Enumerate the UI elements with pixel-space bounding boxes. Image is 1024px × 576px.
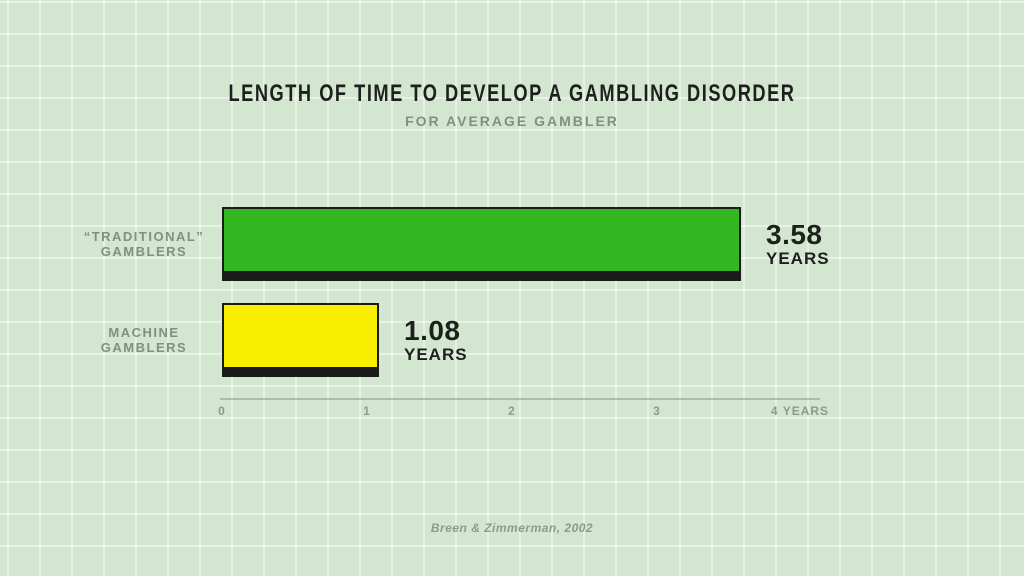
chart-title: LENGTH OF TIME TO DEVELOP A GAMBLING DIS…: [228, 80, 796, 107]
value-number: 1.08: [404, 314, 461, 346]
source-citation: Breen & Zimmerman, 2002: [430, 521, 594, 535]
x-axis-line: [220, 398, 820, 400]
category-label-line: GAMBLERS: [100, 340, 188, 355]
x-axis-tick-1: 1: [363, 404, 371, 418]
bar-machine-gamblers: [222, 303, 379, 377]
category-label-line: “TRADITIONAL”: [83, 229, 205, 244]
category-label-line: GAMBLERS: [100, 244, 188, 259]
value-unit: YEARS: [404, 344, 468, 364]
bar-row-traditional: 3.58 YEARS: [222, 207, 830, 281]
category-label-traditional-gamblers: “TRADITIONAL” GAMBLERS: [44, 207, 244, 281]
category-label-machine-gamblers: MACHINE GAMBLERS: [44, 303, 244, 377]
value-label-traditional: 3.58 YEARS: [766, 218, 830, 268]
value-number: 3.58: [766, 218, 823, 250]
value-label-machine: 1.08 YEARS: [404, 314, 468, 364]
x-axis-tick-4: 4 YEARS: [770, 404, 830, 418]
x-axis-tick-2: 2: [508, 404, 516, 418]
x-axis-tick-0: 0: [218, 404, 226, 418]
x-axis-tick-3: 3: [653, 404, 661, 418]
value-unit: YEARS: [766, 248, 830, 268]
bar-row-machine: 1.08 YEARS: [222, 303, 468, 377]
bar-traditional-gamblers: [222, 207, 741, 281]
chart-subtitle: FOR AVERAGE GAMBLER: [405, 113, 619, 129]
category-label-line: MACHINE: [108, 325, 180, 340]
